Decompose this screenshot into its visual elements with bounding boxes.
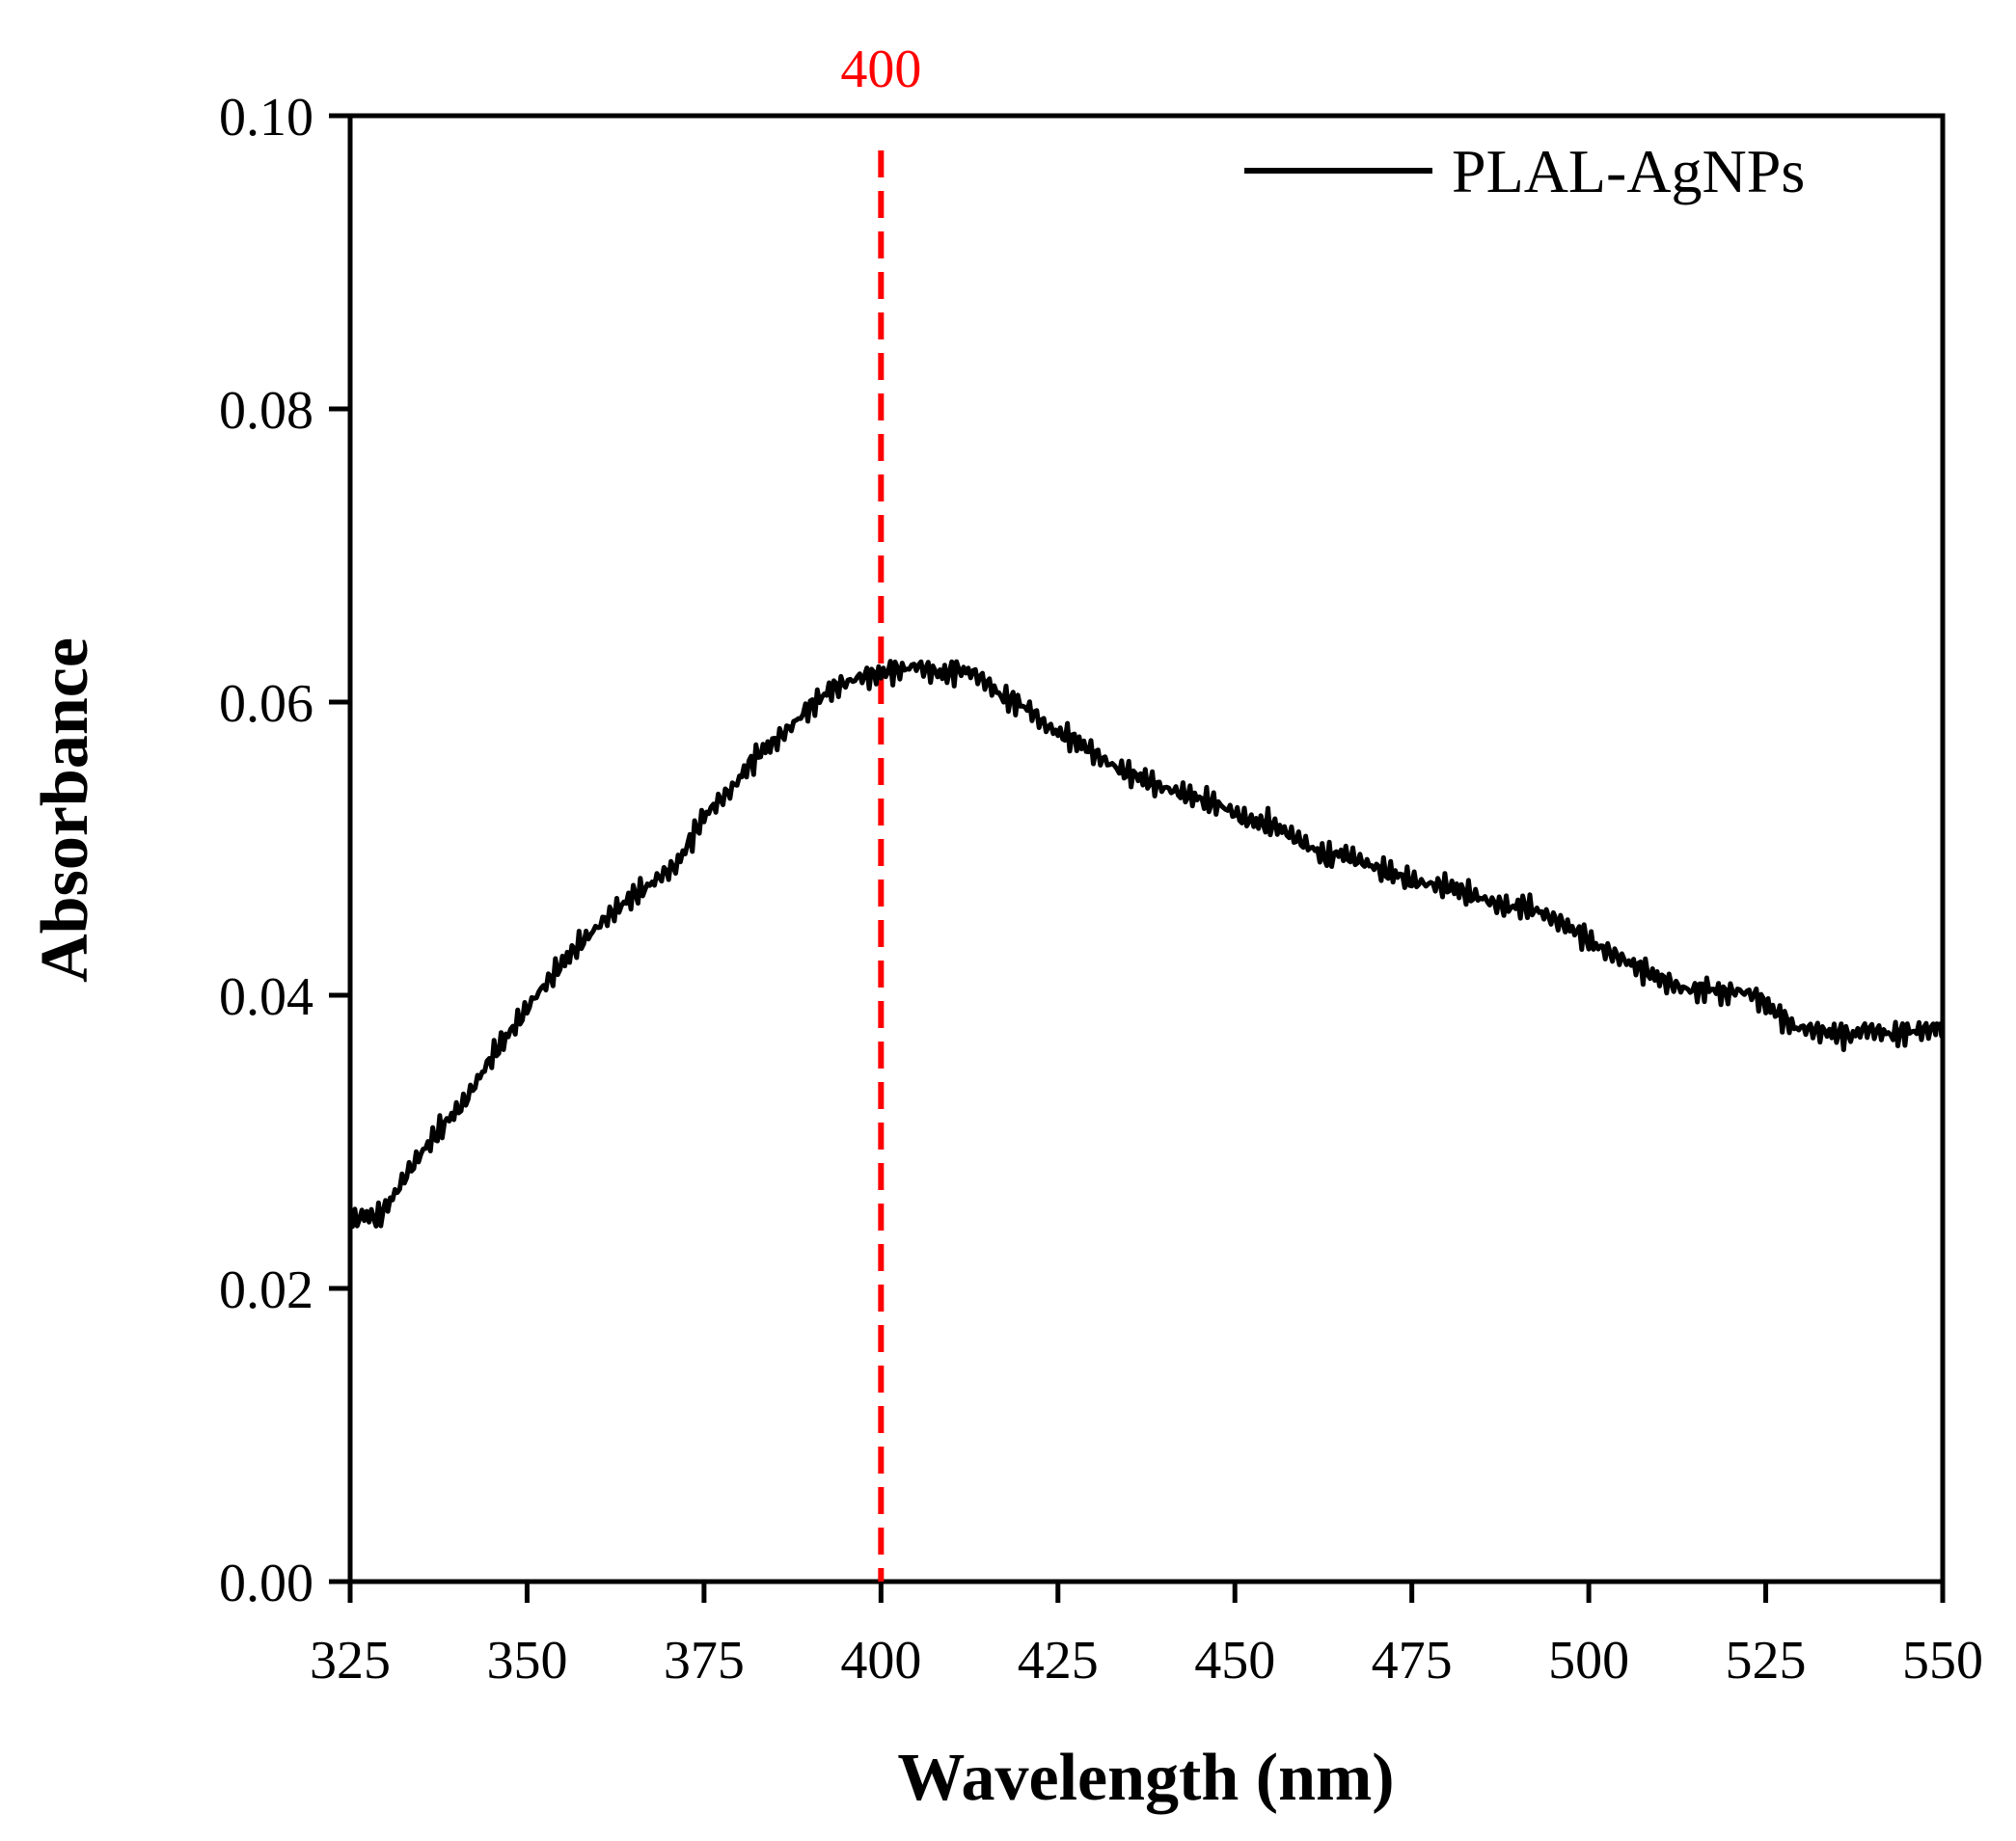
series-group — [349, 659, 1946, 1230]
x-tick-label: 400 — [840, 1631, 921, 1691]
x-tick-label: 500 — [1548, 1631, 1629, 1691]
y-tick-label: 0.08 — [219, 381, 313, 441]
y-axis: 0.00 0.02 0.04 0.06 0.08 0.10 — [219, 88, 350, 1613]
x-tick-label: 475 — [1372, 1631, 1453, 1691]
x-tick-label: 375 — [664, 1631, 745, 1691]
x-axis: 325 350 375 400 425 450 475 500 525 550 — [310, 1582, 1983, 1691]
plot-frame — [347, 113, 1946, 1584]
y-tick-label: 0.04 — [219, 967, 313, 1027]
y-tick-label: 0.02 — [219, 1260, 313, 1320]
y-tick-label: 0.00 — [219, 1554, 313, 1613]
x-tick-label: 550 — [1902, 1631, 1983, 1691]
x-tick-label: 425 — [1018, 1631, 1099, 1691]
legend-label: PLAL-AgNPs — [1452, 137, 1805, 205]
y-axis-title: Absorbance — [28, 637, 102, 983]
series-line-0 — [349, 659, 1946, 1230]
y-tick-label: 0.06 — [219, 674, 313, 734]
x-tick-label: 325 — [310, 1631, 391, 1691]
x-tick-label: 350 — [486, 1631, 567, 1691]
x-tick-label: 450 — [1194, 1631, 1275, 1691]
x-axis-title: Wavelength (nm) — [897, 1741, 1394, 1815]
y-tick-label: 0.10 — [219, 88, 313, 148]
x-tick-label: 525 — [1726, 1631, 1807, 1691]
legend: PLAL-AgNPs — [1244, 137, 1805, 205]
peak-reference-label: 400 — [840, 40, 921, 99]
